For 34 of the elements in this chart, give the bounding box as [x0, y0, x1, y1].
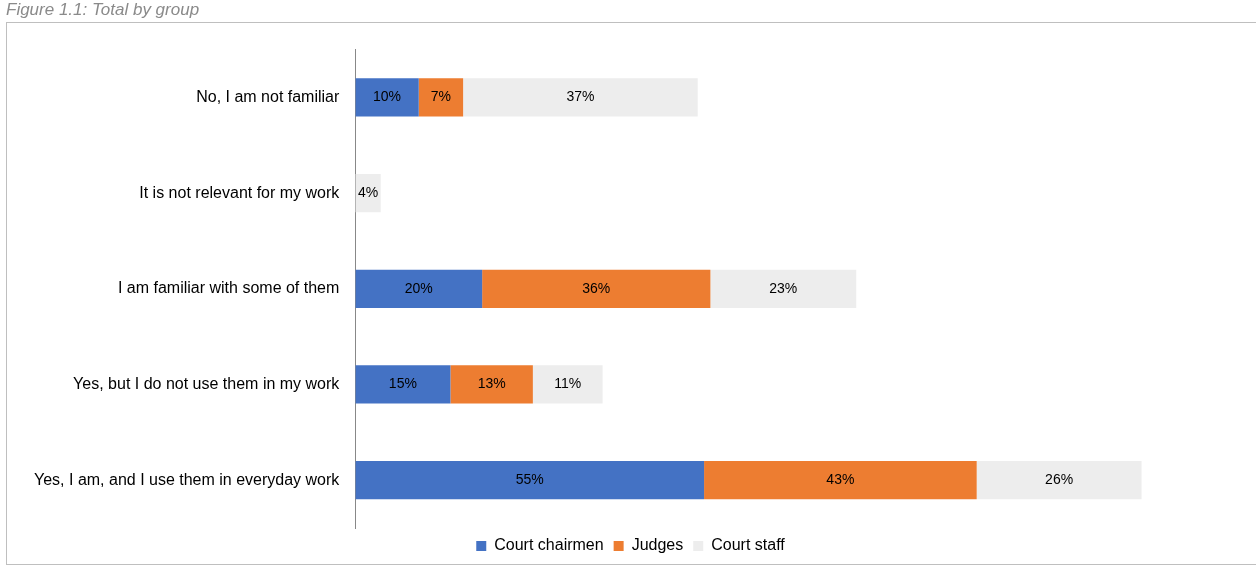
bar [976, 461, 1142, 500]
text: Figure 1.1: Total by group [6, 0, 200, 20]
bar [704, 461, 977, 500]
y-tick-label: No, I am not familiar [196, 87, 341, 105]
bar [355, 365, 451, 404]
y-tick-label: It is not relevant for my work [139, 183, 341, 201]
data-label: 55% [515, 471, 544, 488]
bar [450, 365, 533, 404]
data-label: 43% [826, 471, 855, 488]
bar [482, 269, 711, 308]
y-tick-label: I am familiar with some of them [117, 279, 340, 297]
bar [355, 269, 483, 308]
data-label: 10% [373, 88, 402, 105]
data-label: 15% [388, 375, 417, 392]
data-label: 11% [554, 375, 582, 392]
data-label: 23% [769, 279, 798, 296]
bar [418, 78, 464, 117]
bar [355, 461, 705, 500]
data-label: 4% [357, 183, 379, 200]
bar [710, 269, 857, 308]
data-label: 20% [404, 279, 433, 296]
data-label: 7% [430, 88, 452, 105]
data-label: 37% [566, 88, 595, 105]
data-label: 26% [1045, 471, 1074, 488]
bar [463, 78, 698, 117]
y-tick-label: Yes, I am, and I use them in everyday work [33, 470, 341, 488]
bar [355, 78, 419, 117]
data-label: 13% [477, 375, 506, 392]
legend-label: Court staff [711, 536, 786, 554]
bar [532, 365, 603, 404]
y-tick-label: Yes, but I do not use them in my work [73, 374, 341, 392]
legend-label: Judges [631, 536, 684, 554]
legend-label: Court chairmen [494, 536, 604, 554]
data-label: 36% [582, 279, 611, 296]
